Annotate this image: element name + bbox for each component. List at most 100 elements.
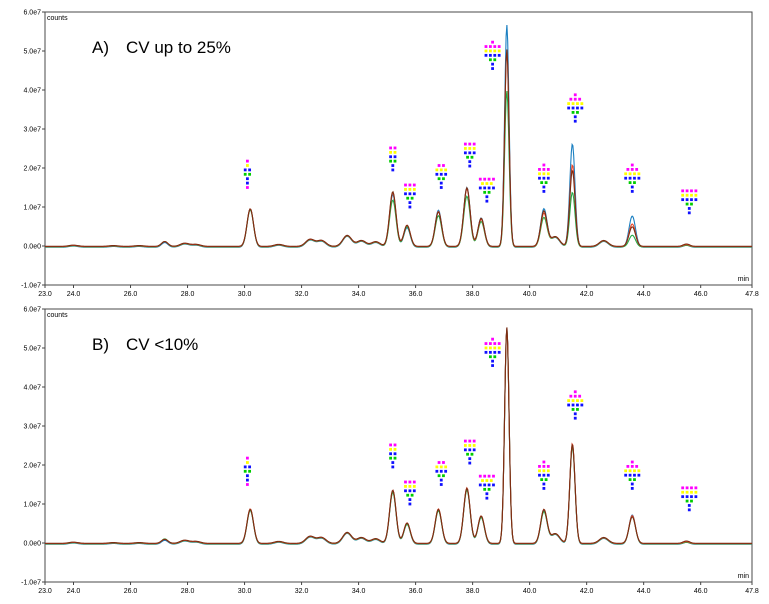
glycan-residue xyxy=(391,461,395,464)
glycan-residue xyxy=(481,479,484,482)
glycan-residue xyxy=(542,163,546,167)
glycan-residue xyxy=(690,198,693,202)
glycan-residue xyxy=(542,469,546,473)
glycan-residue xyxy=(488,350,492,354)
glycan-residue xyxy=(389,456,392,460)
y-tick-label: 4.0e7 xyxy=(23,385,41,392)
glycan-residue xyxy=(408,188,412,191)
glycan-residue xyxy=(624,473,628,477)
glycan-residue xyxy=(567,403,571,407)
glycan-residue xyxy=(497,342,501,345)
glycan-residue xyxy=(681,486,685,490)
glycan-residue xyxy=(493,49,497,53)
glycan-residue xyxy=(578,97,582,101)
glycan-residue xyxy=(491,40,494,44)
glycan-structure-icon xyxy=(624,460,641,490)
x-tick-label: 38.0 xyxy=(466,588,480,595)
glycan-structure-icon xyxy=(484,40,501,70)
glycan-residue xyxy=(408,192,412,196)
glycan-residue xyxy=(633,172,636,176)
glycan-residue xyxy=(487,177,491,181)
glycan-residue xyxy=(412,480,416,484)
glycan-residue xyxy=(493,53,497,57)
glycan-residue xyxy=(478,177,482,181)
chromatogram-trace-1 xyxy=(45,327,752,545)
glycan-residue xyxy=(694,198,698,202)
y-tick-label: 4.0e7 xyxy=(23,88,41,95)
glycan-residue xyxy=(406,493,410,497)
glycan-residue xyxy=(685,193,689,197)
x-tick-label: 44.0 xyxy=(637,291,651,298)
glycan-residue xyxy=(546,172,550,176)
glycan-residue xyxy=(578,394,582,398)
glycan-residue xyxy=(246,474,249,478)
glycan-residue xyxy=(406,196,410,200)
glycan-residue xyxy=(248,168,252,172)
glycan-residue xyxy=(485,195,489,199)
glycan-residue xyxy=(246,159,249,163)
glycan-residue xyxy=(468,457,472,461)
x-tick-label: 23.0 xyxy=(38,291,52,298)
glycan-residue xyxy=(487,186,491,190)
glycan-residue xyxy=(571,408,575,411)
glycan-residue xyxy=(489,479,493,482)
glycan-residue xyxy=(391,164,395,167)
glycan-structure-icon xyxy=(484,337,501,367)
glycan-residue xyxy=(439,469,443,473)
glycan-residue xyxy=(685,189,689,193)
panel-annotation: CV up to 25% xyxy=(126,38,231,57)
glycan-structure-icon xyxy=(567,93,584,123)
glycan-residue xyxy=(573,394,577,398)
glycan-residue xyxy=(628,176,632,180)
glycan-residue xyxy=(472,439,476,443)
x-tick-label: 36.0 xyxy=(409,291,423,298)
glycan-residue xyxy=(408,489,412,493)
glycan-residue xyxy=(248,172,252,176)
glycan-structure-icon xyxy=(243,159,252,189)
x-tick-label: 24.0 xyxy=(67,291,81,298)
glycan-residue xyxy=(468,142,472,146)
x-tick-label: 24.0 xyxy=(67,588,81,595)
glycan-residue xyxy=(493,58,497,62)
glycan-residue xyxy=(389,146,392,150)
glycan-residue xyxy=(485,479,489,482)
glycan-residue xyxy=(393,155,397,159)
plot-frame xyxy=(44,11,753,286)
glycan-residue xyxy=(488,58,492,62)
glycan-residue xyxy=(437,474,441,478)
glycan-residue xyxy=(630,460,634,464)
glycan-residue xyxy=(489,182,493,185)
glycan-residue xyxy=(633,478,636,481)
glycan-residue xyxy=(481,182,484,185)
glycan-residue xyxy=(637,473,641,477)
glycan-residue xyxy=(483,487,487,491)
x-tick-label: 23.0 xyxy=(38,588,52,595)
glycan-residue xyxy=(493,346,497,350)
glycan-residue xyxy=(439,478,443,482)
x-tick-label: 47.8 xyxy=(745,588,759,595)
glycan-residue xyxy=(542,482,546,486)
plot-frame xyxy=(44,308,753,583)
glycan-residue xyxy=(633,469,636,473)
glycan-structure-icon xyxy=(478,474,495,500)
glycan-residue xyxy=(437,177,441,181)
glycan-residue xyxy=(468,151,472,155)
glycan-structure-icon xyxy=(404,183,416,209)
x-tick-label: 36.0 xyxy=(409,588,423,595)
glycan-structure-icon xyxy=(624,163,641,193)
glycan-residue xyxy=(478,483,482,487)
glycan-residue xyxy=(437,461,441,464)
glycan-residue xyxy=(628,473,632,477)
glycan-residue xyxy=(571,111,575,114)
glycan-structure-icon xyxy=(681,486,698,512)
glycan-structure-icon xyxy=(243,456,252,486)
x-tick-label: 44.0 xyxy=(637,588,651,595)
glycan-structure-icon xyxy=(463,439,476,465)
glycan-residue xyxy=(637,172,641,176)
glycan-structure-icon xyxy=(538,163,550,193)
glycan-structure-icon xyxy=(435,461,448,486)
glycan-residue xyxy=(488,49,492,53)
glycan-residue xyxy=(546,168,550,171)
glycan-residue xyxy=(437,164,441,167)
glycan-residue xyxy=(484,49,488,53)
